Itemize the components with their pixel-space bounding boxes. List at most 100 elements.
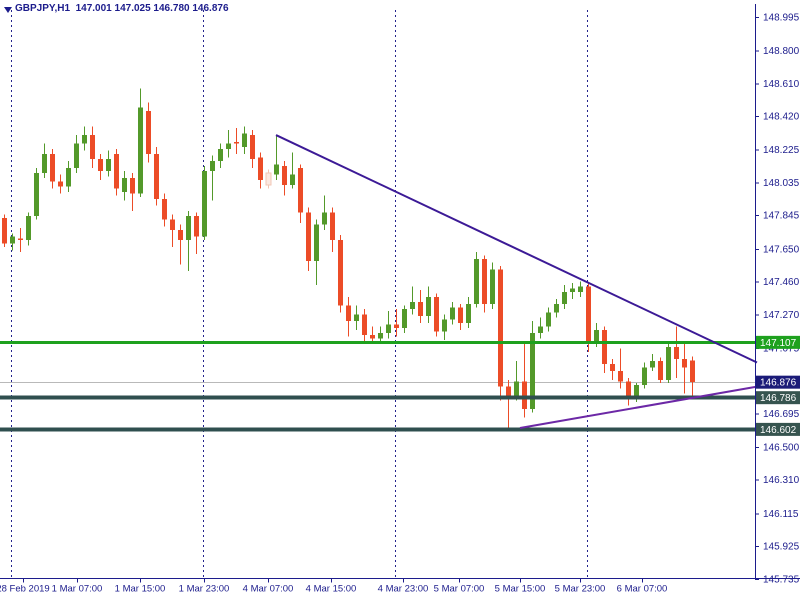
candle-body: [290, 174, 295, 186]
candle-body: [274, 164, 279, 175]
candle: [602, 326, 607, 373]
candle: [218, 143, 223, 168]
candle-body: [210, 160, 215, 172]
candle-body: [66, 167, 71, 187]
candle: [394, 309, 399, 337]
candle-body: [530, 333, 535, 410]
candle-body: [186, 216, 191, 241]
candle: [18, 228, 23, 253]
candle: [98, 154, 103, 180]
candle-body: [450, 307, 455, 320]
candle: [610, 359, 615, 380]
price-tag-label: 146.786: [760, 393, 797, 404]
y-axis-label: 148.420: [763, 112, 800, 123]
candle: [138, 88, 143, 198]
x-axis-label: 28 Feb 2019: [0, 584, 50, 595]
candle-body: [122, 178, 127, 192]
candle-body: [442, 319, 447, 332]
candle: [242, 126, 247, 155]
candle-body: [410, 302, 415, 310]
candle: [450, 302, 455, 325]
candle: [378, 326, 383, 344]
candle-body: [50, 154, 55, 182]
candle-body: [426, 297, 431, 316]
candle-body: [2, 217, 7, 244]
candle: [586, 283, 591, 353]
candle-body: [434, 297, 439, 332]
candle: [642, 362, 647, 389]
y-axis-label: 148.225: [763, 145, 800, 156]
candle-body: [538, 326, 543, 334]
candle: [210, 155, 215, 201]
candle-body: [578, 286, 583, 292]
candle: [58, 174, 63, 194]
x-axis-label: 1 Mar 07:00: [52, 584, 103, 595]
candle-body: [386, 324, 391, 334]
y-axis-label: 145.735: [763, 574, 800, 585]
candle: [442, 314, 447, 341]
y-axis-label: 148.800: [763, 46, 800, 57]
candle: [202, 166, 207, 241]
candle-body: [26, 216, 31, 241]
candle: [402, 305, 407, 334]
candle-body: [194, 216, 199, 237]
x-axis-label: 4 Mar 23:00: [378, 584, 429, 595]
candle-body: [554, 303, 559, 313]
candle-body: [314, 224, 319, 261]
y-axis-label: 146.115: [763, 509, 799, 520]
candle-body: [18, 238, 23, 241]
candle: [178, 224, 183, 265]
candle: [426, 286, 431, 323]
trendline-ascending[interactable]: [519, 385, 758, 429]
candle-body: [522, 381, 527, 410]
candle-body: [138, 107, 143, 194]
x-axis-label: 1 Mar 15:00: [115, 584, 166, 595]
candle-body: [250, 135, 255, 160]
candle: [274, 135, 279, 180]
candle: [562, 284, 567, 310]
candle: [10, 233, 15, 251]
candle: [90, 126, 95, 168]
candle: [690, 356, 695, 399]
price-tag-label: 146.602: [760, 425, 797, 436]
price-tag-bg: [756, 391, 800, 405]
trendline-descending[interactable]: [275, 134, 758, 364]
candle: [466, 297, 471, 329]
y-axis-label: 147.460: [763, 277, 800, 288]
y-axis-label: 148.035: [763, 178, 800, 189]
x-axis-label: 1 Mar 23:00: [179, 584, 230, 595]
candle-body: [458, 307, 463, 323]
candle-body: [690, 360, 695, 383]
candle: [474, 252, 479, 308]
candle: [170, 214, 175, 248]
candle: [386, 310, 391, 339]
price-tag: 146.602: [756, 422, 800, 436]
candle-body: [202, 171, 207, 237]
candle-body: [306, 212, 311, 261]
candle-body: [242, 133, 247, 148]
candle: [626, 378, 631, 406]
candle: [458, 303, 463, 330]
candle: [265, 169, 272, 189]
candle-body: [602, 329, 607, 365]
candle-body: [402, 309, 407, 329]
candle-body: [82, 135, 87, 144]
candle: [250, 129, 255, 168]
price-tag: 146.786: [756, 391, 800, 405]
candle: [122, 171, 127, 201]
price-tag: 146.876: [756, 375, 800, 389]
candle: [666, 341, 671, 384]
price-tag-label: 146.876: [760, 378, 797, 389]
y-axis-label: 145.925: [763, 542, 800, 553]
candle-body: [586, 286, 591, 344]
candle: [314, 219, 319, 285]
candle-body: [650, 360, 655, 368]
y-axis-label: 148.610: [763, 79, 800, 90]
x-axis-label: 6 Mar 07:00: [617, 584, 668, 595]
candle-body: [626, 381, 631, 399]
y-axis-label: 146.695: [763, 409, 800, 420]
candle: [130, 172, 135, 211]
price-tag-label: 147.107: [760, 338, 797, 349]
